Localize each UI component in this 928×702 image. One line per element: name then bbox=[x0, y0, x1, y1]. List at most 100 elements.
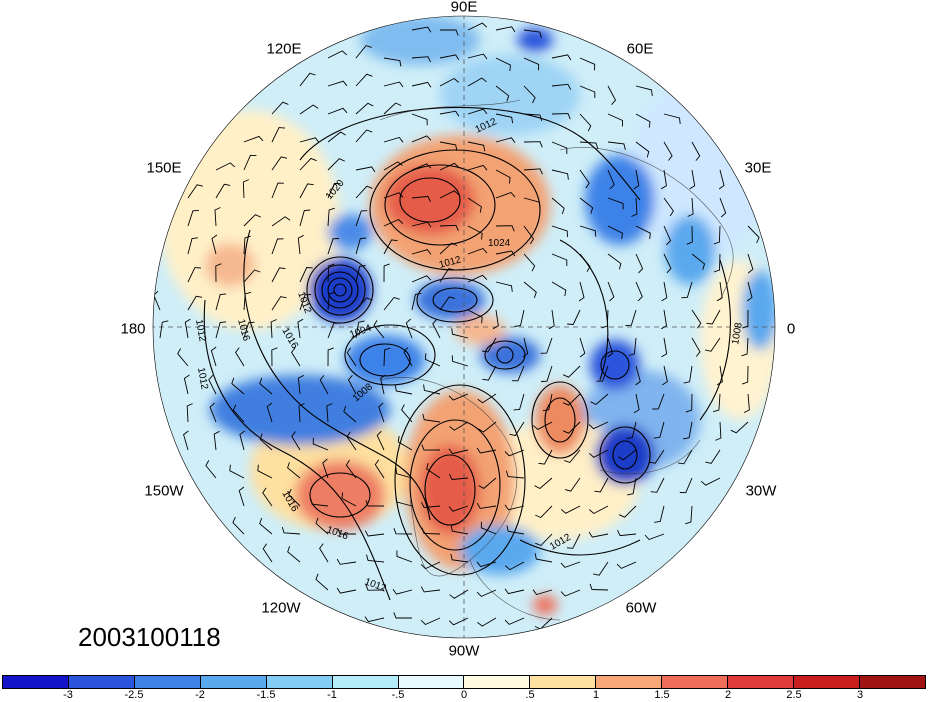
wind-barb bbox=[644, 533, 665, 541]
wind-barb bbox=[297, 374, 305, 395]
map-border bbox=[152, 15, 776, 639]
wind-barb bbox=[705, 337, 721, 352]
wind-barb bbox=[439, 77, 459, 87]
wind-barb bbox=[560, 589, 581, 597]
wind-barb bbox=[551, 141, 568, 154]
wind-barb bbox=[661, 281, 668, 302]
lon-label-90e: 90E bbox=[450, 0, 478, 16]
wind-barb bbox=[523, 113, 543, 122]
wind-barb bbox=[411, 81, 432, 88]
wind-barb bbox=[439, 242, 458, 255]
wind-barb bbox=[477, 617, 497, 627]
wind-barb bbox=[628, 337, 637, 356]
wind-barb bbox=[411, 249, 432, 255]
wind-barb bbox=[355, 320, 365, 339]
wind-barb bbox=[567, 309, 581, 325]
wind-barb bbox=[439, 110, 460, 117]
wind-barb bbox=[635, 281, 643, 302]
wind-barb bbox=[396, 550, 413, 563]
wind-barb bbox=[551, 113, 571, 120]
wind-barb bbox=[523, 141, 543, 148]
wind-barb bbox=[213, 430, 220, 451]
wind-barb bbox=[424, 353, 441, 367]
lon-label-180: 180 bbox=[120, 320, 146, 338]
wind-barb bbox=[523, 281, 537, 299]
wind-barb bbox=[450, 525, 469, 535]
wind-barb bbox=[495, 26, 516, 33]
wind-barb bbox=[594, 477, 609, 493]
wind-barb bbox=[578, 281, 585, 302]
colorbar-swatch bbox=[200, 676, 267, 688]
wind-barb bbox=[616, 529, 637, 537]
wind-barb bbox=[315, 573, 329, 591]
wind-barb bbox=[691, 309, 702, 329]
wind-barb bbox=[476, 502, 497, 509]
wind-barb bbox=[713, 393, 721, 413]
wind-barb bbox=[355, 185, 373, 199]
wind-barb bbox=[505, 561, 525, 571]
wind-barb bbox=[299, 72, 316, 87]
colorbar-tick-label: -.5 bbox=[391, 689, 405, 701]
wind-barb bbox=[291, 431, 301, 451]
wind-barb bbox=[635, 225, 651, 240]
colorbar-tick-label: 2 bbox=[724, 689, 732, 701]
wind-barb bbox=[743, 393, 750, 414]
wind-barb bbox=[310, 498, 329, 507]
wind-barb bbox=[523, 57, 540, 71]
wind-barb bbox=[297, 318, 304, 339]
wind-barb bbox=[187, 267, 201, 283]
wind-barb bbox=[467, 197, 482, 213]
wind-barb bbox=[564, 477, 581, 492]
wind-barb bbox=[579, 337, 586, 358]
wind-barb bbox=[439, 190, 460, 199]
wind-barb bbox=[186, 403, 193, 423]
wind-barb bbox=[660, 169, 667, 190]
wind-barb bbox=[187, 295, 203, 311]
wind-barb bbox=[593, 561, 609, 576]
wind-barb bbox=[523, 85, 536, 104]
wind-barb bbox=[299, 104, 319, 115]
lon-label-30w: 30W bbox=[745, 482, 777, 500]
wind-barb bbox=[590, 393, 609, 406]
wind-barb bbox=[562, 365, 581, 378]
wind-barb bbox=[511, 365, 525, 382]
wind-barb bbox=[373, 320, 385, 339]
wind-barb bbox=[685, 505, 693, 525]
wind-barb bbox=[411, 26, 432, 33]
colorbar-swatch bbox=[266, 676, 333, 688]
wind-barb bbox=[420, 501, 441, 508]
wind-barb bbox=[287, 545, 301, 563]
wind-barb bbox=[495, 169, 511, 184]
contour-label: 1008 bbox=[730, 321, 745, 345]
wind-barb bbox=[383, 239, 398, 255]
wind-barb bbox=[432, 318, 441, 339]
wind-barb bbox=[374, 459, 385, 479]
wind-barb bbox=[663, 141, 673, 161]
wind-barb bbox=[588, 531, 609, 538]
wind-barb bbox=[439, 224, 459, 231]
wind-barb bbox=[661, 309, 667, 330]
wind-barb bbox=[393, 528, 413, 535]
wind-barb bbox=[327, 131, 346, 143]
wind-barb bbox=[449, 421, 469, 431]
wind-barb bbox=[355, 265, 366, 283]
wind-barb bbox=[439, 268, 455, 283]
wind-barb bbox=[403, 347, 413, 367]
wind-barb bbox=[523, 225, 535, 245]
wind-barb bbox=[679, 477, 693, 494]
lon-label-90w: 90W bbox=[448, 642, 480, 660]
wind-barb bbox=[448, 393, 469, 401]
lon-label-60w: 60W bbox=[625, 599, 657, 617]
wind-barb bbox=[243, 269, 261, 283]
wind-barb bbox=[523, 168, 543, 175]
colorbar-swatch bbox=[464, 676, 531, 688]
wind-barb bbox=[383, 296, 400, 311]
wind-barb bbox=[482, 365, 497, 381]
wind-barb bbox=[551, 54, 572, 61]
wind-barb bbox=[476, 561, 497, 568]
wind-barb bbox=[243, 291, 252, 311]
wind-barb bbox=[159, 320, 169, 339]
wind-barb bbox=[747, 253, 754, 274]
wind-barb bbox=[343, 405, 357, 423]
wind-barb bbox=[534, 553, 553, 563]
